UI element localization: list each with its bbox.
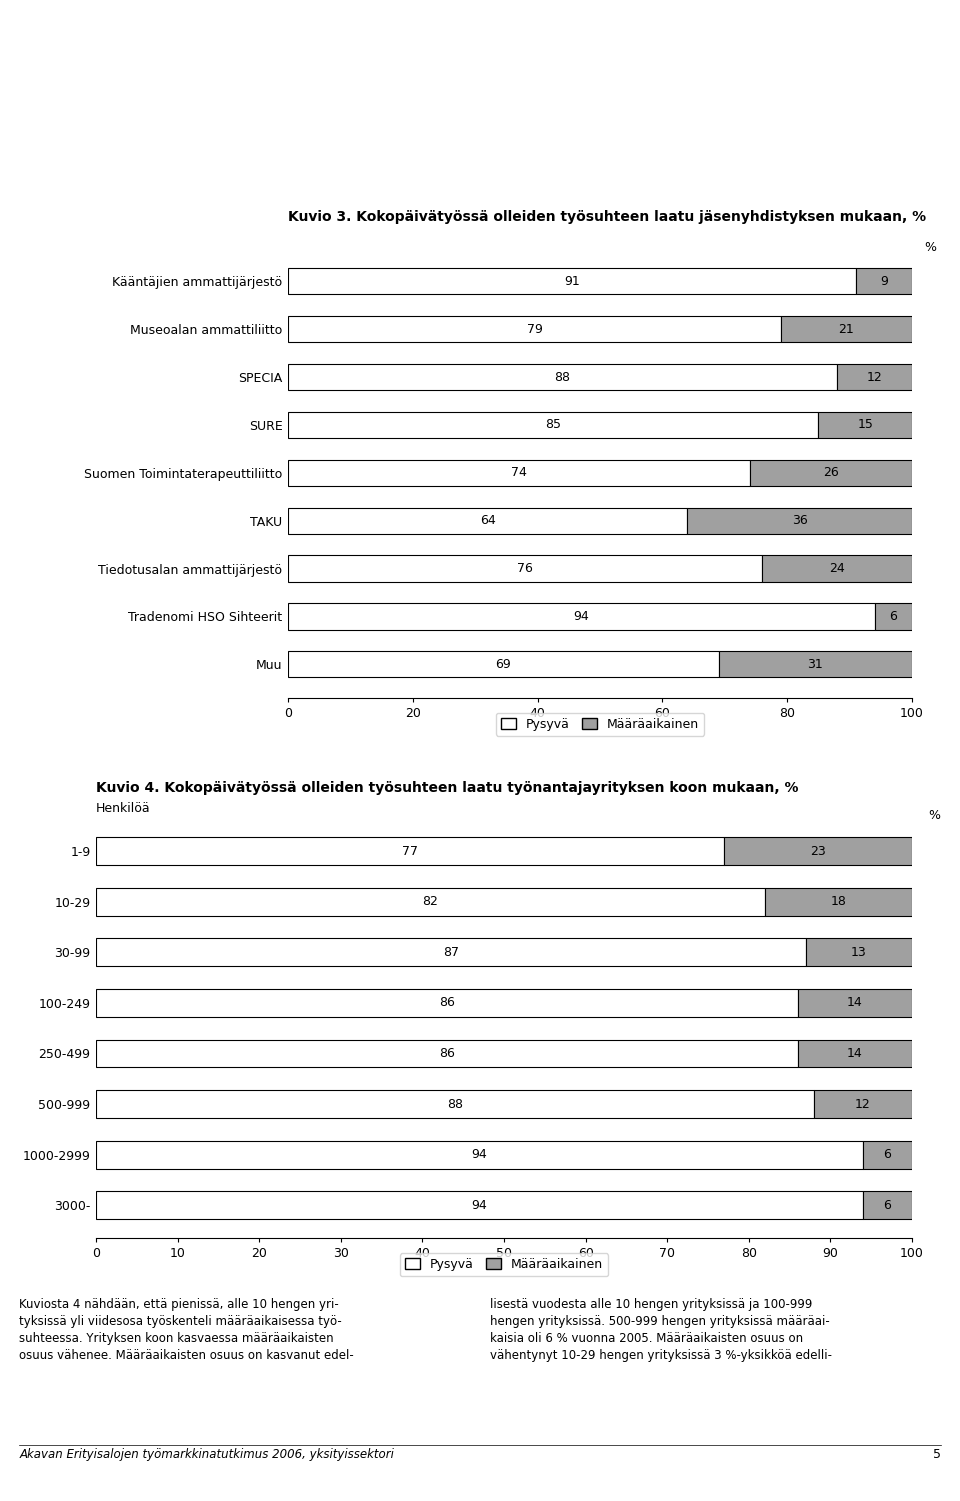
Bar: [818, 411, 912, 438]
Text: 14: 14: [847, 1048, 863, 1060]
Bar: [863, 1141, 912, 1169]
Bar: [805, 938, 912, 967]
Bar: [725, 838, 912, 865]
Legend: Pysyvä, Määräaikainen: Pysyvä, Määräaikainen: [399, 1253, 609, 1276]
Text: 23: 23: [810, 845, 826, 857]
Bar: [837, 363, 912, 390]
Text: Akavan Erityisalojen työmarkkinatutkimus 2006, yksityissektori: Akavan Erityisalojen työmarkkinatutkimus…: [19, 1448, 394, 1462]
Text: 94: 94: [471, 1199, 488, 1211]
Text: 18: 18: [830, 895, 847, 908]
Text: 6: 6: [889, 609, 898, 623]
Bar: [96, 838, 725, 865]
Bar: [856, 269, 912, 294]
Text: 6: 6: [883, 1148, 892, 1162]
Text: 88: 88: [555, 371, 570, 384]
Text: 79: 79: [526, 323, 542, 336]
Bar: [781, 317, 912, 342]
Bar: [96, 887, 765, 916]
Text: 21: 21: [839, 323, 854, 336]
Bar: [750, 459, 912, 486]
Bar: [96, 1040, 798, 1067]
Text: 15: 15: [857, 419, 874, 431]
Text: Kuvio 4. Kokopäivätyössä olleiden työsuhteen laatu työnantajayrityksen koon muka: Kuvio 4. Kokopäivätyössä olleiden työsuh…: [96, 781, 799, 794]
Text: 13: 13: [852, 946, 867, 959]
Text: Henkilöä: Henkilöä: [96, 802, 151, 815]
Bar: [798, 1040, 912, 1067]
Text: 86: 86: [439, 1048, 455, 1060]
Text: 77: 77: [402, 845, 419, 857]
Text: 85: 85: [545, 419, 562, 431]
Text: %: %: [924, 242, 937, 254]
Text: 87: 87: [443, 946, 459, 959]
Text: 88: 88: [447, 1097, 463, 1111]
Bar: [288, 269, 856, 294]
Text: 6: 6: [883, 1199, 892, 1211]
Text: 94: 94: [573, 609, 589, 623]
Text: 26: 26: [823, 467, 839, 479]
Text: 74: 74: [511, 467, 527, 479]
Bar: [863, 1192, 912, 1219]
Bar: [765, 887, 912, 916]
Text: Kuvio 3. Kokopäivätyössä olleiden työsuhteen laatu jäsenyhdistyksen mukaan, %: Kuvio 3. Kokopäivätyössä olleiden työsuh…: [288, 210, 926, 224]
Bar: [288, 459, 750, 486]
Text: 94: 94: [471, 1148, 488, 1162]
Text: 82: 82: [422, 895, 439, 908]
Bar: [288, 507, 687, 534]
Text: 12: 12: [867, 371, 882, 384]
Text: 91: 91: [564, 275, 580, 288]
Bar: [96, 989, 798, 1016]
Bar: [96, 1192, 863, 1219]
Text: 86: 86: [439, 997, 455, 1009]
Bar: [288, 363, 837, 390]
Text: 14: 14: [847, 997, 863, 1009]
Bar: [288, 555, 762, 582]
Text: 9: 9: [880, 275, 888, 288]
Bar: [762, 555, 912, 582]
Text: Kuviosta 4 nähdään, että pienissä, alle 10 hengen yri-
tyksissä yli viidesosa ty: Kuviosta 4 nähdään, että pienissä, alle …: [19, 1298, 354, 1363]
Bar: [718, 651, 912, 677]
Bar: [288, 651, 718, 677]
Text: 76: 76: [517, 561, 533, 575]
Text: 5: 5: [933, 1448, 941, 1462]
Text: 69: 69: [495, 657, 511, 671]
Text: 64: 64: [480, 515, 495, 527]
Bar: [96, 1090, 814, 1118]
Text: 12: 12: [855, 1097, 871, 1111]
Bar: [814, 1090, 912, 1118]
Text: 36: 36: [792, 515, 807, 527]
Bar: [798, 989, 912, 1016]
Text: %: %: [928, 809, 941, 823]
Bar: [687, 507, 912, 534]
Bar: [288, 317, 781, 342]
Text: 31: 31: [807, 657, 823, 671]
Bar: [288, 411, 818, 438]
Legend: Pysyvä, Määräaikainen: Pysyvä, Määräaikainen: [495, 713, 705, 735]
Bar: [96, 1141, 863, 1169]
Bar: [875, 603, 912, 629]
Text: 24: 24: [829, 561, 845, 575]
Bar: [96, 938, 805, 967]
Bar: [288, 603, 875, 629]
Text: lisestä vuodesta alle 10 hengen yrityksissä ja 100-999
hengen yrityksissä. 500-9: lisestä vuodesta alle 10 hengen yrityksi…: [490, 1298, 831, 1363]
